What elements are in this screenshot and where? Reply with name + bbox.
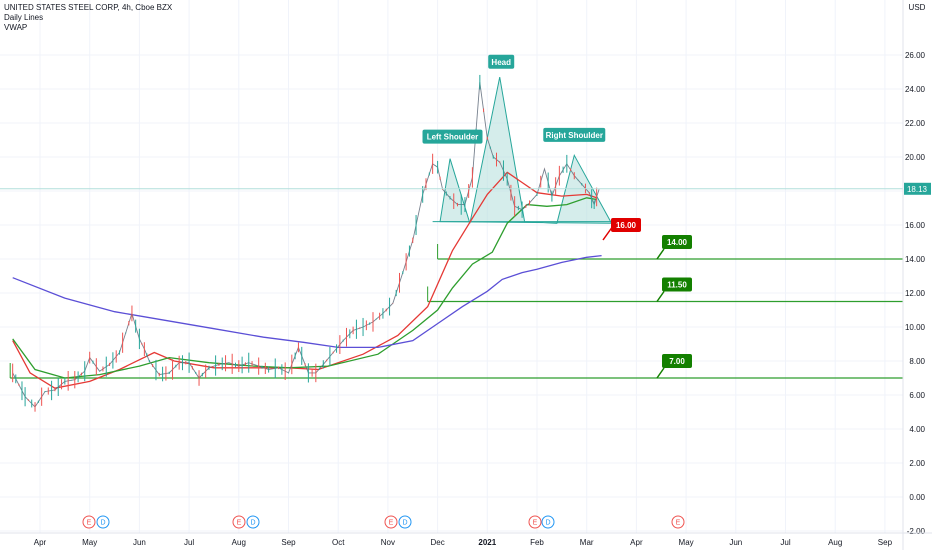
y-tick-label: -2.00: [907, 527, 926, 536]
price-line: [12, 82, 600, 408]
head-and-shoulders-pattern: [432, 77, 613, 224]
x-tick-label: Jun: [729, 538, 742, 547]
currency-label: USD: [909, 3, 926, 12]
y-tick-label: 26.00: [905, 51, 926, 60]
target-label: 16.00: [616, 221, 637, 230]
support-levels: 14.00 11.50 7.00: [9, 235, 903, 379]
level-label-box: [662, 354, 692, 368]
x-tick-label: 2021: [478, 538, 496, 547]
dividend-marker: [398, 515, 412, 529]
level-pointer: [656, 291, 665, 302]
earnings-marker: [384, 515, 398, 529]
x-tick-label: Sep: [281, 538, 296, 547]
x-tick-label: Jun: [133, 538, 146, 547]
symbol-title[interactable]: UNITED STATES STEEL CORP, 4h, Cboe BZX: [4, 3, 173, 12]
x-tick-label: Jul: [780, 538, 790, 547]
moving-averages: [12, 171, 602, 389]
dividend-marker: [96, 515, 110, 529]
x-tick-label: May: [679, 538, 694, 547]
y-tick-label: 22.00: [905, 119, 926, 128]
level-pointer: [656, 248, 665, 260]
y-tick-label: 6.00: [909, 391, 925, 400]
dividend-marker-label: D: [250, 520, 255, 527]
indicator-daily-lines[interactable]: Daily Lines: [4, 13, 44, 22]
dividend-marker-label: D: [545, 520, 550, 527]
dividend-marker: [246, 515, 260, 529]
y-tick-label: 20.00: [905, 153, 926, 162]
y-tick-label: 12.00: [905, 289, 926, 298]
x-tick-label: Jul: [184, 538, 194, 547]
x-tick-label: Apr: [630, 538, 643, 547]
earnings-marker-label: E: [533, 520, 538, 527]
head-label: Head: [491, 58, 511, 67]
y-tick-label: 0.00: [909, 493, 925, 502]
y-tick-label: 16.00: [905, 221, 926, 230]
earnings-marker-label: E: [237, 520, 242, 527]
x-tick-label: Sep: [878, 538, 893, 547]
ma-mid-line: [12, 197, 597, 379]
dividend-marker-label: D: [402, 520, 407, 527]
x-tick-label: May: [82, 538, 97, 547]
x-tick-label: Apr: [34, 538, 47, 547]
y-tick-label: 24.00: [905, 85, 926, 94]
earnings-marker-label: E: [676, 520, 681, 527]
price-axis[interactable]: USD -2.00 0.00 2.00 4.00 6.00 8.00 10.00 12.00 14…: [902, 0, 931, 550]
current-price-box: [904, 182, 931, 195]
left-shoulder-label-box: [422, 129, 483, 144]
x-tick-label: Oct: [332, 538, 345, 547]
right-shoulder-label: Right Shoulder: [546, 131, 603, 140]
x-tick-label: Mar: [580, 538, 594, 547]
current-price-label: 18.13: [907, 185, 928, 194]
y-tick-label: 10.00: [905, 323, 926, 332]
vwap-line: [12, 254, 602, 349]
target-label-box: [611, 218, 641, 232]
indicator-vwap[interactable]: VWAP: [4, 23, 28, 32]
earnings-marker: [82, 515, 96, 529]
ma-fast-line: [12, 171, 597, 389]
y-tick-label: 8.00: [909, 357, 925, 366]
x-tick-label: Dec: [430, 538, 444, 547]
x-tick-label: Aug: [828, 538, 842, 547]
y-tick-label: 2.00: [909, 459, 925, 468]
price-series: [12, 74, 600, 412]
earnings-marker: [528, 515, 542, 529]
earnings-marker-label: E: [87, 520, 92, 527]
dividend-marker-label: D: [100, 520, 105, 527]
level-label: 14.00: [667, 238, 688, 247]
head-label-box: [488, 54, 515, 69]
earnings-marker-label: E: [389, 520, 394, 527]
right-shoulder-label-box: [543, 127, 606, 142]
earnings-marker: [232, 515, 246, 529]
legend: UNITED STATES STEEL CORP, 4h, Cboe BZX D…: [4, 3, 172, 33]
dividend-marker: [541, 515, 555, 529]
grid: [0, 0, 903, 533]
level-label: 7.00: [669, 357, 685, 366]
time-axis[interactable]: Apr May Jun Jul Aug Sep Oct Nov Dec 2021 Feb Mar Apr…: [0, 532, 932, 547]
x-tick-label: Feb: [530, 538, 544, 547]
x-tick-label: Nov: [381, 538, 395, 547]
y-tick-label: 14.00: [905, 255, 926, 264]
left-shoulder-label: Left Shoulder: [427, 133, 479, 142]
x-tick-label: Aug: [232, 538, 246, 547]
y-tick-label: 4.00: [909, 425, 925, 434]
earnings-marker: [671, 515, 685, 529]
level-pointer: [656, 367, 665, 379]
level-label-box: [662, 235, 692, 249]
level-label-box: [662, 277, 692, 292]
annotations: Left Shoulder Head Right Shoulder 16.00: [0, 54, 903, 241]
level-label: 11.50: [667, 281, 687, 290]
